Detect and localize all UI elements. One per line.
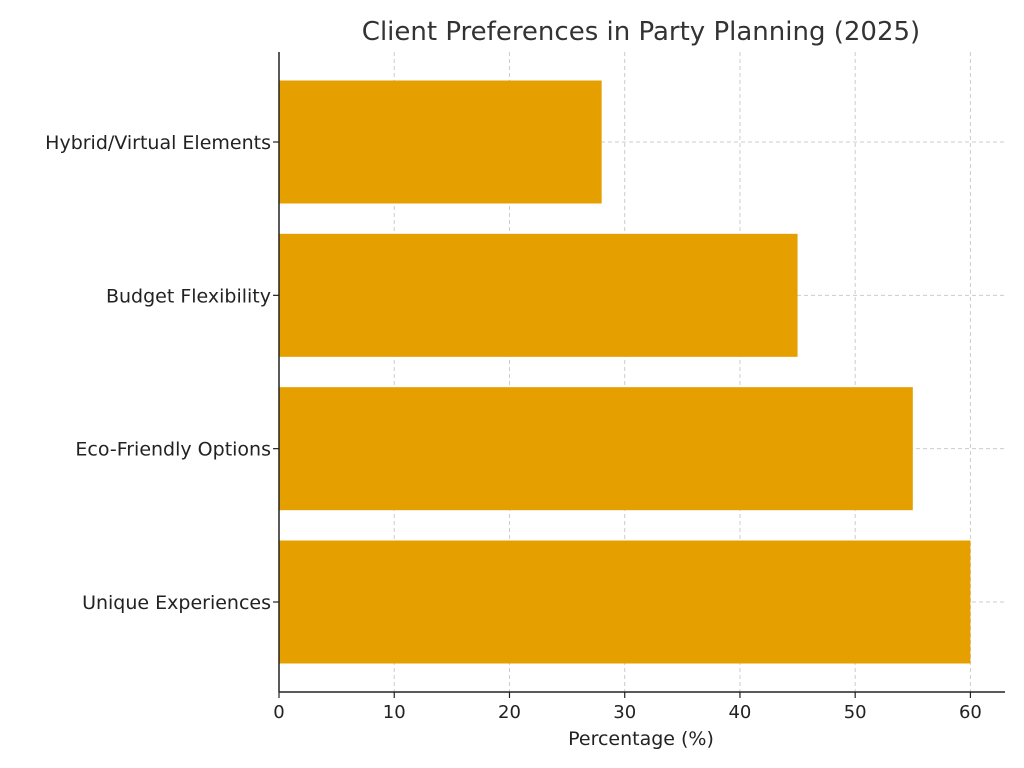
x-tick-label: 50: [844, 702, 867, 723]
category-label: Hybrid/Virtual Elements: [45, 132, 271, 154]
x-tick-label: 40: [728, 702, 751, 723]
bar: [279, 540, 971, 664]
x-tick-label: 30: [613, 702, 636, 723]
x-axis-label: Percentage (%): [568, 728, 714, 750]
x-tick-label: 20: [498, 702, 521, 723]
category-label: Unique Experiences: [82, 592, 271, 614]
x-tick-label: 10: [383, 702, 406, 723]
x-ticks-layer: 0 10 20 30 40 50 60: [273, 692, 982, 723]
x-tick-label: 60: [959, 702, 982, 723]
x-tick-label: 0: [273, 702, 284, 723]
bar: [279, 233, 798, 357]
category-labels-layer: Unique Experiences Eco-Friendly Options Bu…: [45, 132, 279, 614]
bars-layer: [279, 80, 971, 664]
bar: [279, 387, 913, 511]
bar: [279, 80, 602, 204]
category-label: Eco-Friendly Options: [75, 439, 271, 461]
category-label: Budget Flexibility: [106, 285, 271, 307]
chart-title: Client Preferences in Party Planning (20…: [362, 17, 920, 47]
axes-layer: [278, 52, 1005, 693]
